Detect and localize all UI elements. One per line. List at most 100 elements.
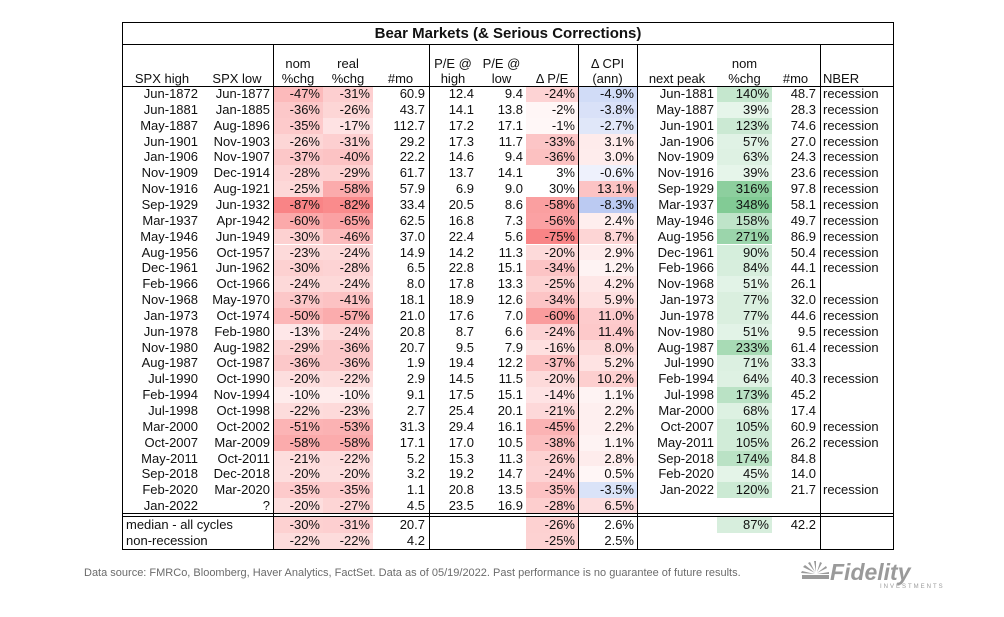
table-cell-spx-low: Aug-1896: [213, 117, 270, 133]
table-cell-spx-high: Dec-1961: [141, 260, 198, 276]
table-cell-pe-high: 8.7: [455, 323, 474, 339]
table-cell-next-months: 49.7: [790, 212, 816, 228]
table-cell-pe-low: 12.2: [497, 355, 523, 371]
header-months: #mo: [387, 71, 414, 86]
table-cell-nber: recession: [823, 212, 879, 228]
table-cell-nber: recession: [823, 86, 879, 101]
table-cell-spx-high: Feb-2020: [142, 482, 198, 498]
table-cell-delta-pe: 30%: [548, 181, 575, 197]
table-cell-spx-low: Nov-1903: [213, 133, 270, 149]
table-cell-spx-low: ?: [262, 498, 270, 514]
table-cell-real-chg: -27%: [323, 498, 373, 514]
table-cell-nom-chg: -28%: [273, 165, 323, 182]
table-cell-delta-cpi: 2.2%: [578, 403, 637, 419]
table-cell-next-peak: Nov-1909: [657, 149, 714, 165]
table-cell-delta-pe: -26%: [526, 450, 578, 467]
table-cell-spx-high: Nov-1980: [141, 339, 198, 355]
bear-market-table: Bear Markets (& Serious Corrections) nom…: [122, 22, 894, 550]
table-cell-delta-cpi: 2.2%: [578, 418, 637, 435]
table-cell-delta-cpi: 2.4%: [578, 212, 637, 229]
table-cell-next-nom-chg: 140%: [717, 86, 772, 102]
table-cell-delta-pe: -37%: [526, 355, 578, 372]
summary-label: median - all cycles: [126, 517, 233, 532]
table-cell-spx-low: Oct-1957: [216, 244, 270, 260]
column-divider: [429, 45, 430, 549]
table-cell-delta-cpi: -2.7%: [578, 117, 637, 134]
table-cell-spx-low: May-1970: [212, 292, 270, 308]
table-cell-nber: recession: [823, 307, 879, 323]
table-cell-nom-chg: -58%: [273, 434, 323, 451]
summary-mo: 20.7: [399, 517, 425, 532]
table-cell-pe-high: 12.4: [448, 86, 474, 101]
table-cell-next-peak: Jan-2022: [659, 482, 714, 498]
table-cell-months: 57.9: [399, 181, 425, 197]
table-cell-months: 9.1: [406, 387, 425, 403]
table-cell-months: 31.3: [399, 418, 425, 434]
header-top-pe-high: P/E @: [434, 56, 472, 71]
table-cell-nber: recession: [823, 418, 879, 434]
table-cell-real-chg: -17%: [323, 117, 373, 134]
table-cell-next-months: 26.2: [790, 434, 816, 450]
table-cell-pe-low: 5.6: [504, 228, 523, 244]
table-cell-pe-low: 11.3: [498, 244, 523, 260]
table-cell-delta-cpi: -3.8%: [578, 101, 637, 118]
table-cell-delta-pe: -60%: [526, 307, 578, 324]
table-cell-nber: recession: [823, 133, 879, 149]
table-cell-real-chg: -22%: [323, 450, 373, 467]
table-cell-delta-pe: -20%: [526, 371, 578, 388]
table-cell-next-nom-chg: 348%: [717, 196, 772, 213]
summary-next-nom: 87%: [717, 517, 772, 533]
table-cell-pe-high: 14.2: [448, 244, 474, 260]
table-cell-next-nom-chg: 64%: [717, 371, 772, 388]
table-cell-nber: recession: [823, 482, 879, 498]
table-cell-delta-pe: -16%: [526, 339, 578, 356]
table-cell-next-peak: Sep-1929: [657, 181, 714, 197]
table-cell-next-peak: May-1946: [656, 212, 714, 228]
table-cell-pe-low: 11.7: [498, 133, 523, 149]
table-cell-pe-low: 11.5: [498, 371, 523, 387]
table-cell-months: 1.1: [406, 482, 425, 498]
table-cell-nom-chg: -30%: [273, 260, 323, 277]
table-cell-next-peak: Nov-1916: [657, 165, 714, 181]
summary-mo: 4.2: [406, 533, 425, 548]
table-cell-real-chg: -46%: [323, 228, 373, 245]
table-cell-real-chg: -24%: [323, 244, 373, 261]
table-cell-pe-low: 8.6: [504, 196, 523, 212]
table-cell-spx-high: Jul-1990: [148, 371, 198, 387]
table-cell-next-nom-chg: 123%: [717, 117, 772, 134]
table-cell-delta-pe: -34%: [526, 292, 578, 308]
table-cell-nom-chg: -22%: [273, 403, 323, 419]
table-cell-real-chg: -24%: [323, 276, 373, 293]
table-cell-next-nom-chg: 68%: [717, 403, 772, 419]
table-cell-next-nom-chg: 174%: [717, 450, 772, 467]
table-cell-real-chg: -35%: [323, 482, 373, 499]
table-cell-nom-chg: -29%: [273, 339, 323, 356]
summary-real: -22%: [323, 533, 373, 549]
table-cell-months: 8.0: [406, 276, 425, 292]
table-cell-next-nom-chg: 120%: [717, 482, 772, 499]
table-cell-delta-cpi: 3.1%: [578, 133, 637, 150]
table-cell-real-chg: -41%: [323, 292, 373, 308]
fidelity-logo-text: Fidelity: [830, 559, 911, 585]
table-cell-pe-high: 25.4: [448, 403, 474, 418]
table-cell-next-peak: Jan-1906: [659, 133, 714, 149]
table-cell-nom-chg: -35%: [273, 482, 323, 499]
table-cell-real-chg: -28%: [323, 260, 373, 277]
table-cell-next-nom-chg: 77%: [717, 307, 772, 324]
table-cell-pe-high: 14.5: [448, 371, 474, 387]
summary-nom: -22%: [273, 533, 323, 549]
summary-next-mo: 42.2: [790, 517, 816, 532]
header-nom-chg: %chg: [281, 71, 315, 86]
table-cell-spx-low: Feb-1980: [214, 323, 270, 339]
table-cell-delta-pe: -56%: [526, 212, 578, 229]
table-cell-nber: [820, 451, 895, 467]
table-cell-months: 4.5: [406, 498, 425, 514]
table-cell-delta-cpi: 5.9%: [578, 292, 637, 308]
header-spx-low: SPX low: [212, 71, 262, 86]
header-top-nom-chg: nom: [285, 56, 311, 71]
table-cell-next-months: 45.2: [790, 387, 816, 403]
table-cell-pe-high: 20.8: [448, 482, 474, 498]
table-cell-pe-low: 13.8: [497, 101, 523, 117]
table-cell-pe-high: 22.8: [448, 260, 474, 276]
table-cell-months: 5.2: [406, 450, 425, 466]
